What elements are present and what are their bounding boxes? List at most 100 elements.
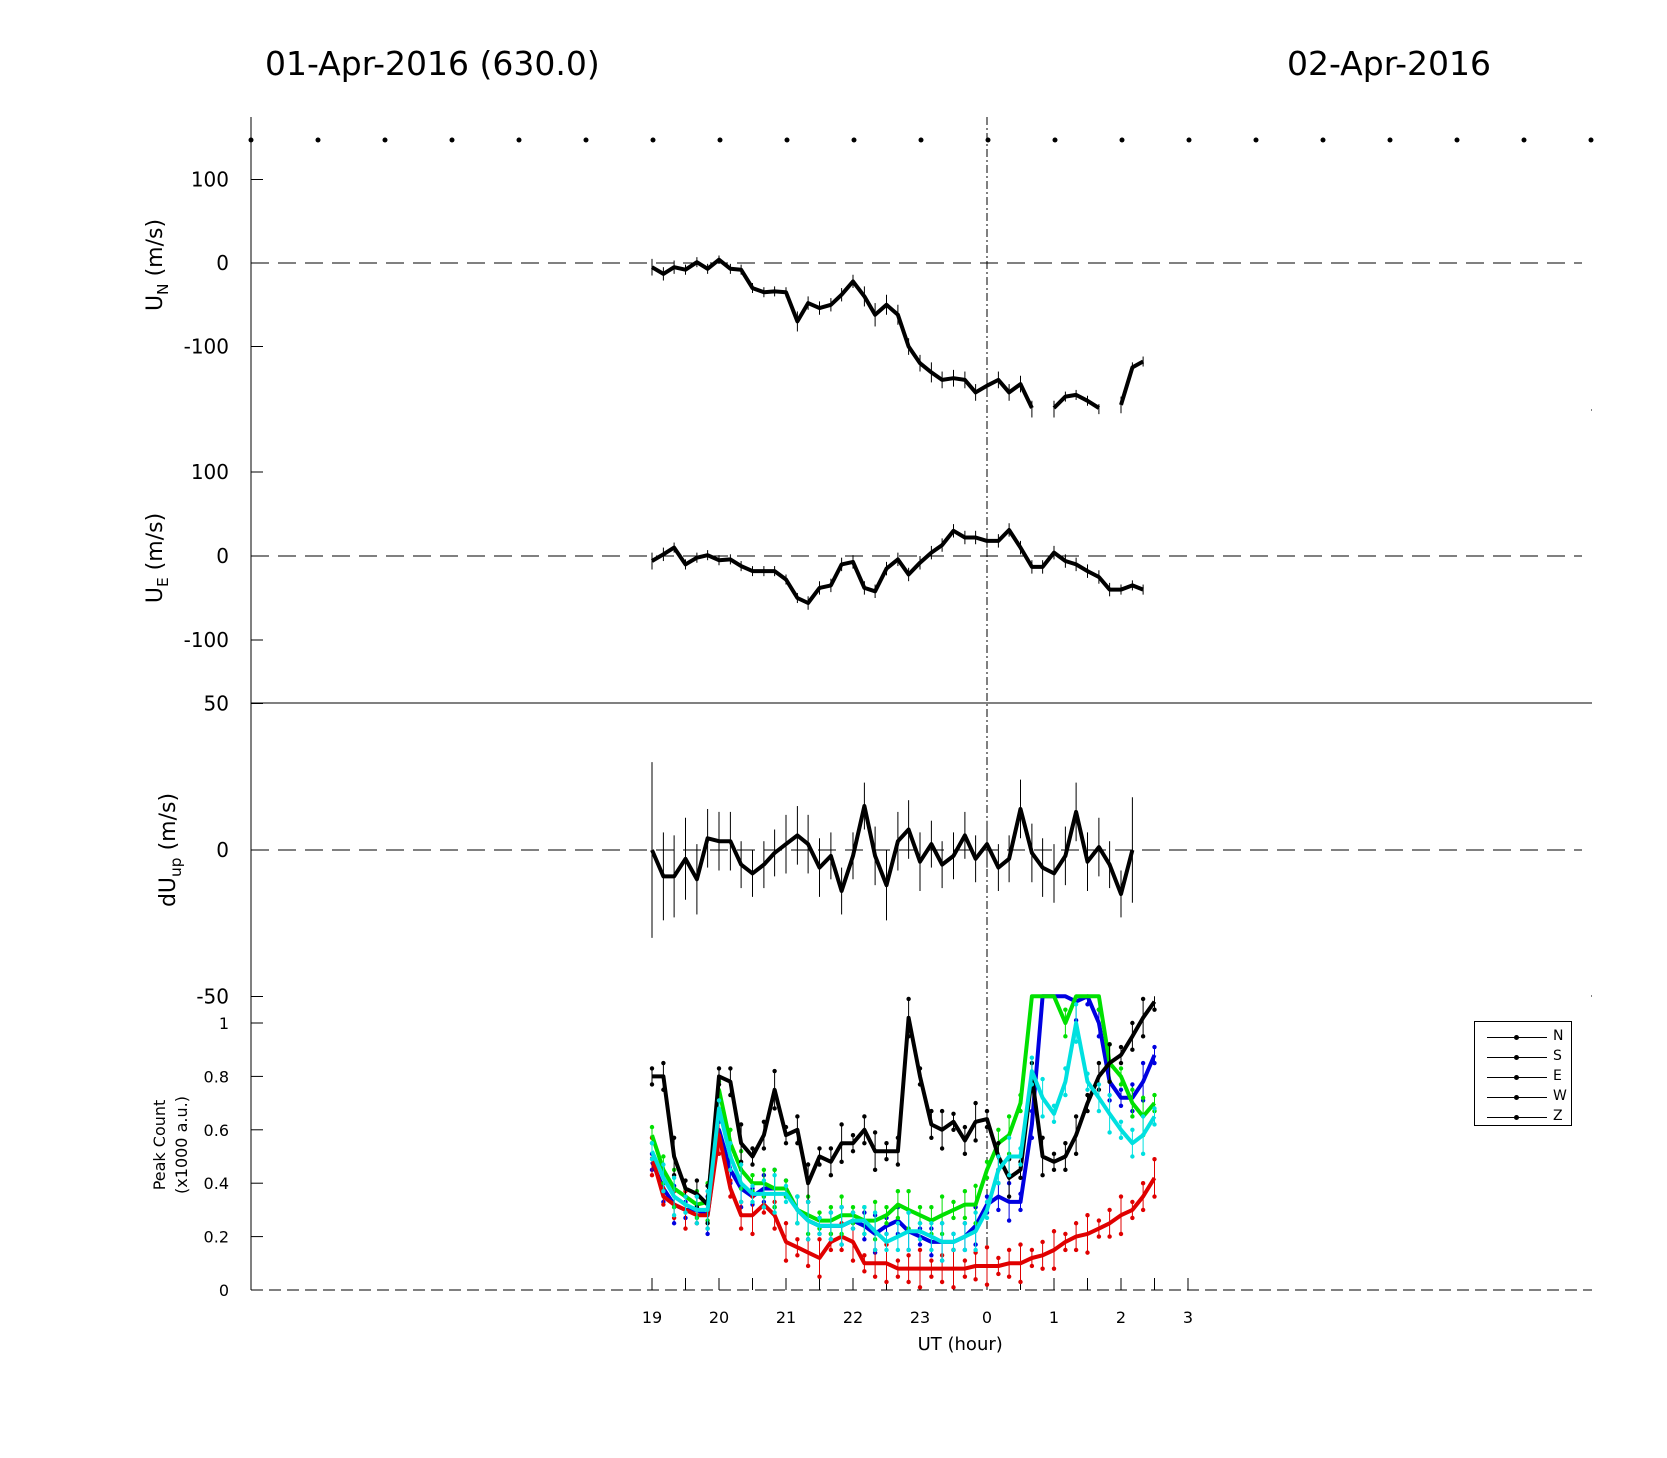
x-tick-label: 3 xyxy=(1183,1308,1193,1327)
series-marker xyxy=(862,1231,867,1237)
legend-label: W xyxy=(1553,1088,1567,1104)
hour-marker-dot xyxy=(1454,137,1460,143)
series-marker xyxy=(783,1199,789,1205)
y-tick-label: 0.4 xyxy=(204,1174,229,1193)
chart-frame: 19 20 21 22 23 0 1 2 3UT (hour) xyxy=(248,117,1594,1355)
series-marker xyxy=(895,1215,901,1221)
hour-marker-dot xyxy=(1119,137,1125,143)
panel-dup: 50 0 -50 xyxy=(196,692,1582,1009)
y-label-peak-count-unit: (x1000 a.u.) xyxy=(172,1096,191,1194)
x-tick-label: 20 xyxy=(709,1308,729,1327)
hour-marker-dot xyxy=(1387,137,1393,143)
series-marker xyxy=(1085,1250,1090,1255)
hour-marker-dot xyxy=(985,137,991,143)
hour-marker-dot xyxy=(1253,137,1259,143)
series-marker xyxy=(817,1231,822,1237)
x-tick-label: 23 xyxy=(910,1308,930,1327)
series-marker xyxy=(1073,1151,1079,1157)
panel-peak-count: 1 0.8 0.6 0.4 0.2 0 xyxy=(204,994,1157,1300)
legend: N S E W Z xyxy=(1474,1021,1572,1126)
y-tick-label: 100 xyxy=(191,168,229,192)
hour-marker-dot xyxy=(1320,137,1326,143)
x-tick-label: 22 xyxy=(843,1308,863,1327)
panel-ue: 100 0 -100 xyxy=(184,460,1582,652)
legend-label: N xyxy=(1553,1028,1564,1044)
legend-label: E xyxy=(1553,1068,1562,1084)
hour-marker-dot xyxy=(650,137,656,143)
legend-marker-icon xyxy=(1514,1075,1519,1080)
series-marker xyxy=(872,1167,878,1173)
y-tick-label: 100 xyxy=(191,460,229,484)
x-axis-label: UT (hour) xyxy=(918,1334,1003,1355)
series-marker xyxy=(962,1151,968,1157)
series-line xyxy=(650,994,1157,1223)
y-tick-label: 0 xyxy=(216,838,229,862)
x-tick-label: 1 xyxy=(1049,1308,1059,1327)
hour-marker-dot xyxy=(516,137,522,143)
series-marker xyxy=(929,1274,934,1279)
series-marker xyxy=(817,1274,822,1279)
series-marker xyxy=(872,1274,878,1279)
series-marker xyxy=(705,1226,710,1231)
legend-item: S xyxy=(1483,1047,1573,1067)
series-marker xyxy=(884,1156,889,1162)
hour-marker-dot xyxy=(248,137,254,143)
legend-marker-icon xyxy=(1514,1095,1519,1100)
series-line xyxy=(650,804,1135,896)
series-marker xyxy=(683,1210,688,1215)
x-tick-label: 21 xyxy=(776,1308,796,1327)
hour-marker-dot xyxy=(1052,137,1058,143)
series-marker xyxy=(996,1207,1001,1213)
series-marker xyxy=(1140,1207,1146,1213)
hour-marker-dot xyxy=(918,137,924,143)
hour-marker-dot xyxy=(583,137,589,143)
hour-marker-dot xyxy=(315,137,321,143)
series-line xyxy=(650,257,1034,409)
series-marker xyxy=(772,1226,777,1231)
series-marker xyxy=(984,1282,990,1287)
series-marker xyxy=(850,1258,856,1263)
axis-labels: UN (m/s) UE (m/s) dUup (m/s) Peak Count (x10… xyxy=(143,219,191,1194)
series-marker xyxy=(917,1242,923,1247)
series-marker xyxy=(1063,1167,1068,1173)
series-marker xyxy=(839,1242,844,1247)
y-tick-label: -100 xyxy=(184,335,229,359)
y-tick-label: 0 xyxy=(216,251,229,275)
series-marker xyxy=(1063,1092,1068,1098)
series-line xyxy=(1119,359,1145,406)
series-marker xyxy=(850,1148,856,1154)
series-marker xyxy=(1140,1034,1146,1039)
hour-marker-dot xyxy=(851,137,857,143)
series-marker xyxy=(1040,1266,1045,1271)
series-marker xyxy=(1051,1266,1057,1271)
series-marker xyxy=(1063,1034,1068,1039)
legend-item: E xyxy=(1483,1067,1573,1087)
legend-label: Z xyxy=(1553,1108,1563,1124)
y-tick-label: -100 xyxy=(184,628,229,652)
series-marker xyxy=(1107,1234,1112,1239)
series-marker xyxy=(1018,1175,1023,1181)
y-label-ue: UE (m/s) xyxy=(143,513,172,603)
x-tick-label: 19 xyxy=(642,1308,662,1327)
x-tick-label: 2 xyxy=(1116,1308,1126,1327)
series-marker xyxy=(951,1215,956,1221)
legend-label: S xyxy=(1553,1048,1562,1064)
series-line xyxy=(650,1021,1157,1244)
y-tick-label: 0.2 xyxy=(204,1228,229,1247)
series-line xyxy=(650,994,1157,1244)
series-marker xyxy=(951,1285,956,1290)
y-tick-label: 50 xyxy=(204,692,229,716)
series-line xyxy=(1052,392,1100,410)
series-marker xyxy=(683,1226,688,1231)
hour-marker-dot xyxy=(449,137,455,143)
series-marker xyxy=(862,1140,867,1146)
series-marker xyxy=(761,1210,767,1215)
legend-item: W xyxy=(1483,1087,1573,1107)
y-tick-label: 0 xyxy=(219,1281,229,1300)
series-marker xyxy=(750,1199,755,1205)
series-marker xyxy=(895,1274,901,1279)
hour-marker-dot xyxy=(1186,137,1192,143)
series-marker xyxy=(839,1159,844,1165)
series-marker xyxy=(738,1226,744,1231)
legend-marker-icon xyxy=(1514,1115,1519,1120)
